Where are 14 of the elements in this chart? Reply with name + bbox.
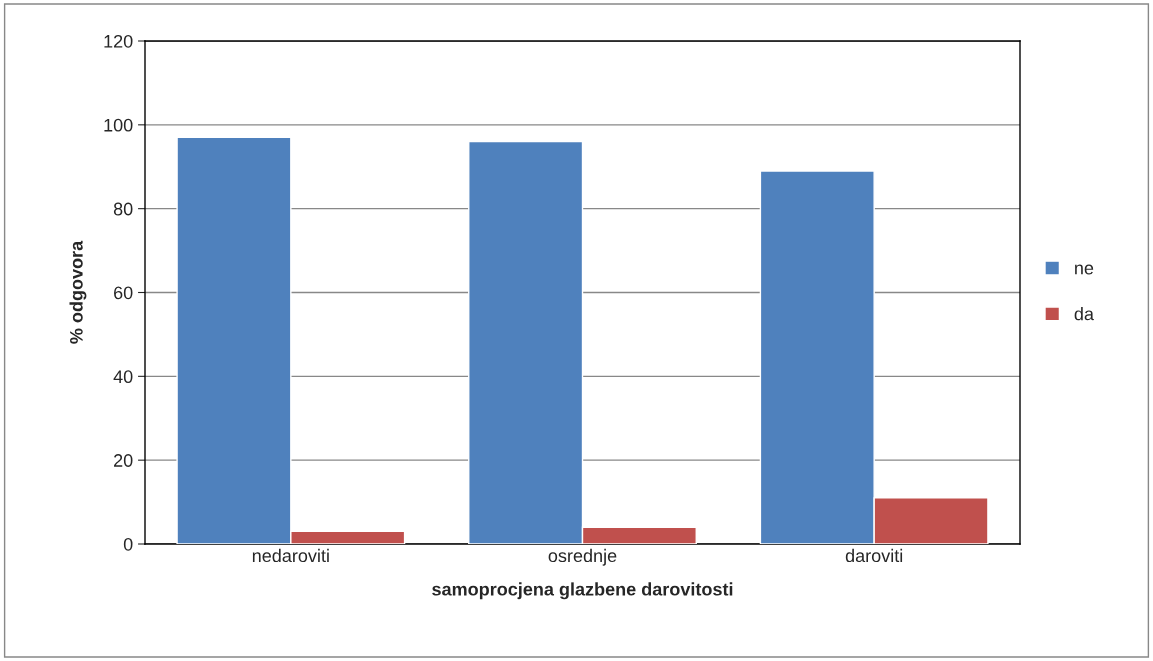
y-tick-label: 60 [114, 286, 133, 300]
y-tick-label: 40 [113, 370, 133, 384]
legend-label: da [1074, 307, 1094, 321]
legend-label: ne [1075, 264, 1094, 275]
y-tick-label: 80 [113, 202, 133, 216]
y-tick-label: 0 [123, 537, 133, 551]
y-tick-label: 100 [104, 118, 133, 132]
y-tick-label: 20 [114, 454, 133, 467]
x-axis-title: samoprocjena glazbene darovitosti [432, 582, 733, 600]
x-tick-label: osrednje [548, 548, 617, 566]
y-axis-title: % odgovora [69, 240, 87, 344]
x-tick-label: nedaroviti [252, 548, 329, 563]
y-tick-label: 120 [104, 34, 133, 48]
x-tick-label: daroviti [845, 548, 903, 563]
